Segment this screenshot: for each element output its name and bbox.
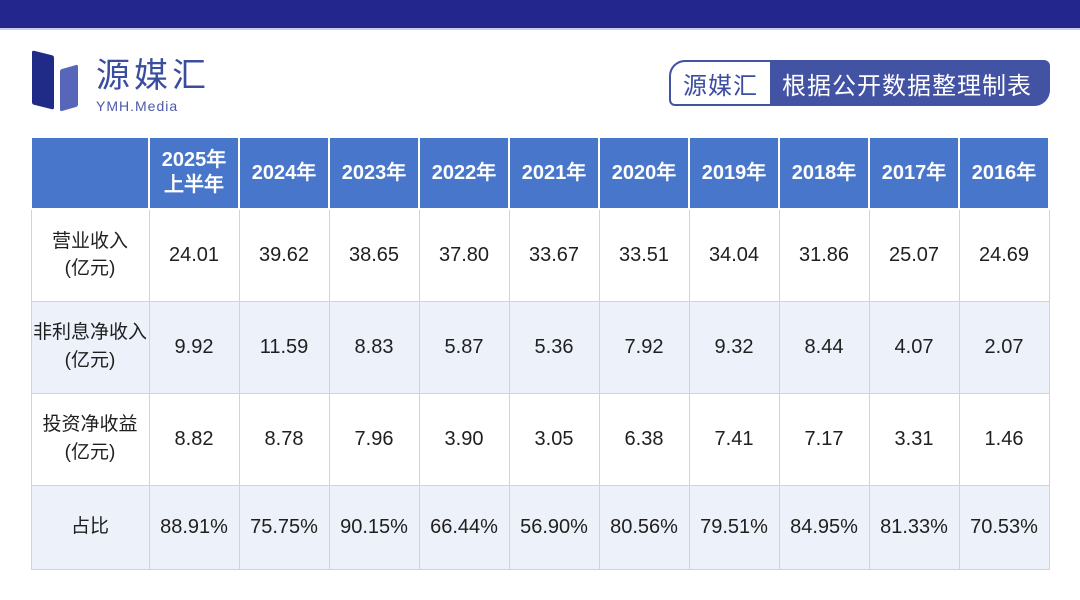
brand-logo: 源媒汇 YMH.Media — [30, 50, 210, 115]
value-cell: 25.07 — [868, 208, 960, 302]
logo-right-panel-shape — [60, 64, 78, 112]
table-container: 2025年 上半年 2024年 2023年 2022年 2021年 2020年 2019年 2… — [0, 136, 1080, 570]
value-cell: 33.67 — [508, 208, 600, 302]
value-cell: 9.32 — [688, 300, 780, 394]
year-column-header: 2020年 — [598, 136, 690, 210]
value-cell: 3.90 — [418, 392, 510, 486]
brand-name: 源媒汇 — [96, 57, 210, 95]
year-column-header: 2024年 — [238, 136, 330, 210]
value-cell: 31.86 — [778, 208, 870, 302]
credit-badge-brand: 源媒汇 — [671, 62, 770, 104]
value-cell: 8.82 — [148, 392, 240, 486]
credit-badge-note: 根据公开数据整理制表 — [782, 72, 1032, 100]
table-header-row: 2025年 上半年 2024年 2023年 2022年 2021年 2020年 2019年 2… — [30, 136, 1050, 210]
year-column-header: 2022年 — [418, 136, 510, 210]
value-cell: 84.95% — [778, 484, 870, 570]
logo-left-panel-shape — [32, 50, 54, 110]
brand-logo-text: 源媒汇 YMH.Media — [96, 59, 210, 115]
value-cell: 34.04 — [688, 208, 780, 302]
value-cell: 66.44% — [418, 484, 510, 570]
value-cell: 3.05 — [508, 392, 600, 486]
year-column-header: 2019年 — [688, 136, 780, 210]
table-row: 占比 88.91% 75.75% 90.15% 66.44% 56.90% 80.56% 79… — [30, 484, 1050, 570]
value-cell: 9.92 — [148, 300, 240, 394]
value-cell: 7.17 — [778, 392, 870, 486]
row-label-cell: 占比 — [30, 484, 150, 570]
row-label-cell: 非利息净收入 (亿元) — [30, 300, 150, 394]
top-accent-bar — [0, 0, 1080, 30]
corner-header-cell — [30, 136, 150, 210]
table-row: 非利息净收入 (亿元) 9.92 11.59 8.83 5.87 5.36 7.92 9.32… — [30, 300, 1050, 394]
value-cell: 6.38 — [598, 392, 690, 486]
value-cell: 11.59 — [238, 300, 330, 394]
value-cell: 3.31 — [868, 392, 960, 486]
financial-data-table: 2025年 上半年 2024年 2023年 2022年 2021年 2020年 2019年 2… — [30, 136, 1050, 570]
value-cell: 24.01 — [148, 208, 240, 302]
value-cell: 79.51% — [688, 484, 780, 570]
year-column-header: 2021年 — [508, 136, 600, 210]
row-label-cell: 营业收入 (亿元) — [30, 208, 150, 302]
value-cell: 80.56% — [598, 484, 690, 570]
value-cell: 5.36 — [508, 300, 600, 394]
year-column-header: 2018年 — [778, 136, 870, 210]
year-column-header: 2017年 — [868, 136, 960, 210]
table-row: 营业收入 (亿元) 24.01 39.62 38.65 37.80 33.67 33.51 3… — [30, 208, 1050, 302]
page-header: 源媒汇 YMH.Media 源媒汇 根据公开数据整理制表 — [0, 30, 1080, 136]
value-cell: 7.92 — [598, 300, 690, 394]
value-cell: 4.07 — [868, 300, 960, 394]
value-cell: 75.75% — [238, 484, 330, 570]
credit-badge: 源媒汇 根据公开数据整理制表 — [669, 60, 1050, 106]
table-row: 投资净收益 (亿元) 8.82 8.78 7.96 3.90 3.05 6.38 7.41 7.… — [30, 392, 1050, 486]
value-cell: 88.91% — [148, 484, 240, 570]
value-cell: 8.83 — [328, 300, 420, 394]
value-cell: 2.07 — [958, 300, 1050, 394]
brand-subtitle: YMH.Media — [96, 98, 179, 114]
value-cell: 39.62 — [238, 208, 330, 302]
value-cell: 56.90% — [508, 484, 600, 570]
value-cell: 90.15% — [328, 484, 420, 570]
value-cell: 8.44 — [778, 300, 870, 394]
value-cell: 24.69 — [958, 208, 1050, 302]
value-cell: 81.33% — [868, 484, 960, 570]
year-column-header: 2023年 — [328, 136, 420, 210]
brand-logo-icon — [30, 50, 84, 115]
value-cell: 38.65 — [328, 208, 420, 302]
value-cell: 70.53% — [958, 484, 1050, 570]
year-column-header: 2016年 — [958, 136, 1050, 210]
year-column-header: 2025年 上半年 — [148, 136, 240, 210]
value-cell: 7.41 — [688, 392, 780, 486]
row-label-cell: 投资净收益 (亿元) — [30, 392, 150, 486]
value-cell: 8.78 — [238, 392, 330, 486]
value-cell: 1.46 — [958, 392, 1050, 486]
value-cell: 37.80 — [418, 208, 510, 302]
value-cell: 5.87 — [418, 300, 510, 394]
value-cell: 33.51 — [598, 208, 690, 302]
value-cell: 7.96 — [328, 392, 420, 486]
